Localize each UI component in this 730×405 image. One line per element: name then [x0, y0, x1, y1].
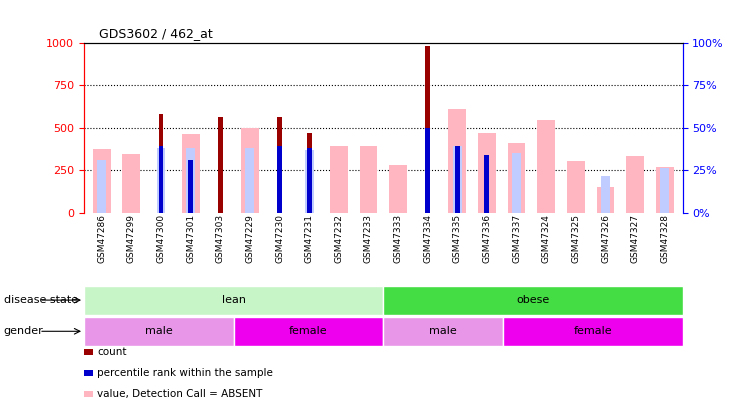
Bar: [453, 146, 462, 213]
Bar: [512, 153, 521, 213]
Bar: [245, 148, 254, 213]
Bar: [158, 146, 164, 213]
Bar: [448, 109, 466, 213]
Bar: [360, 146, 377, 213]
Text: disease state: disease state: [4, 295, 78, 305]
Bar: [485, 155, 489, 213]
Bar: [507, 143, 526, 213]
Bar: [330, 146, 347, 213]
Bar: [626, 156, 644, 213]
Bar: [601, 176, 610, 213]
Bar: [596, 187, 615, 213]
Text: male: male: [429, 326, 457, 336]
Bar: [304, 150, 314, 213]
Text: value, Detection Call = ABSENT: value, Detection Call = ABSENT: [97, 389, 263, 399]
Bar: [567, 161, 585, 213]
Bar: [537, 120, 555, 213]
Bar: [84, 317, 234, 346]
Text: obese: obese: [516, 295, 550, 305]
Text: female: female: [289, 326, 328, 336]
Bar: [478, 133, 496, 213]
Bar: [383, 286, 683, 315]
Text: male: male: [145, 326, 173, 336]
Bar: [188, 160, 193, 213]
Bar: [186, 148, 195, 213]
Bar: [277, 146, 282, 213]
Bar: [218, 117, 223, 213]
Text: percentile rank within the sample: percentile rank within the sample: [97, 368, 273, 378]
Bar: [425, 46, 430, 213]
Bar: [656, 167, 674, 213]
Bar: [503, 317, 683, 346]
Bar: [307, 148, 312, 213]
Text: gender: gender: [4, 326, 43, 336]
Bar: [234, 317, 383, 346]
Bar: [389, 165, 407, 213]
Bar: [277, 117, 282, 213]
Bar: [93, 149, 111, 213]
Bar: [241, 128, 259, 213]
Text: lean: lean: [222, 295, 245, 305]
Bar: [158, 114, 164, 213]
Text: count: count: [97, 347, 126, 357]
Bar: [455, 146, 460, 213]
Text: female: female: [574, 326, 612, 336]
Bar: [182, 134, 199, 213]
Bar: [425, 128, 430, 213]
Bar: [123, 154, 140, 213]
Bar: [156, 148, 166, 213]
Bar: [97, 160, 106, 213]
Bar: [383, 317, 503, 346]
Bar: [84, 286, 383, 315]
Text: GDS3602 / 462_at: GDS3602 / 462_at: [99, 28, 212, 40]
Bar: [307, 133, 312, 213]
Bar: [661, 168, 669, 213]
